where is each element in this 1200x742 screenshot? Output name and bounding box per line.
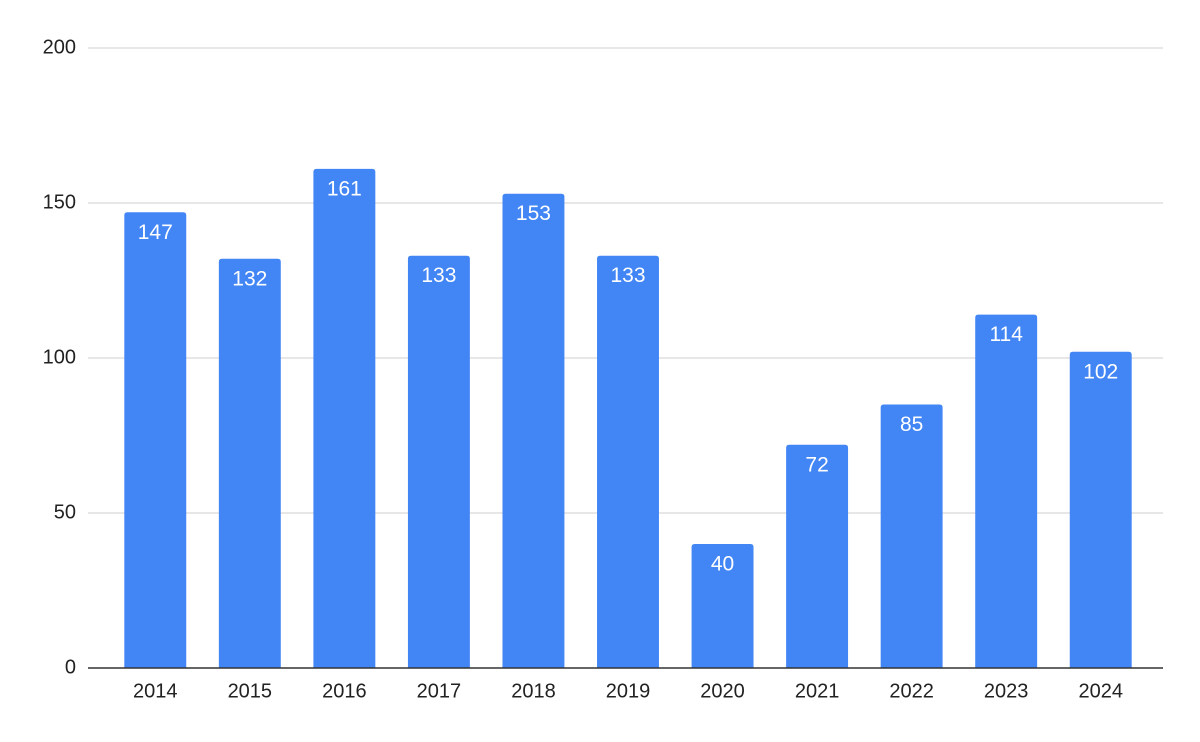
- x-tick-label: 2019: [606, 680, 651, 702]
- bar: [124, 212, 187, 669]
- bar: [313, 168, 376, 668]
- bar: [975, 314, 1038, 668]
- y-tick-label: 200: [43, 36, 76, 58]
- data-label: 161: [327, 177, 362, 200]
- bar: [502, 193, 565, 668]
- y-tick-label: 50: [54, 501, 76, 523]
- bar: [407, 255, 470, 668]
- bar: [786, 444, 849, 668]
- data-label: 102: [1083, 360, 1118, 383]
- bar: [1069, 351, 1132, 668]
- bar: [597, 255, 659, 668]
- x-tick-label: 2022: [889, 680, 934, 702]
- x-tick-label: 2016: [322, 680, 367, 702]
- data-label: 153: [516, 202, 551, 225]
- bar: [691, 544, 754, 668]
- data-label: 85: [900, 413, 923, 436]
- x-tick-label: 2023: [984, 680, 1029, 702]
- x-tick-label: 2014: [133, 680, 178, 702]
- data-label: 133: [610, 264, 645, 287]
- y-tick-label: 100: [43, 346, 76, 368]
- data-label: 132: [232, 267, 267, 290]
- x-tick-label: 2015: [228, 680, 273, 702]
- data-label: 40: [711, 553, 734, 576]
- x-tick-label: 2020: [700, 680, 745, 702]
- data-label: 147: [138, 221, 173, 244]
- x-tick-label: 2018: [511, 680, 556, 702]
- bar: [880, 404, 943, 668]
- data-label: 133: [421, 264, 456, 287]
- x-tick-label: 2021: [795, 680, 840, 702]
- y-tick-label: 150: [43, 191, 76, 213]
- bar: [218, 258, 281, 668]
- data-label: 114: [989, 323, 1023, 346]
- y-tick-label: 0: [65, 656, 76, 678]
- data-label: 72: [805, 453, 828, 476]
- x-tick-label: 2024: [1078, 680, 1123, 702]
- x-tick-label: 2017: [417, 680, 462, 702]
